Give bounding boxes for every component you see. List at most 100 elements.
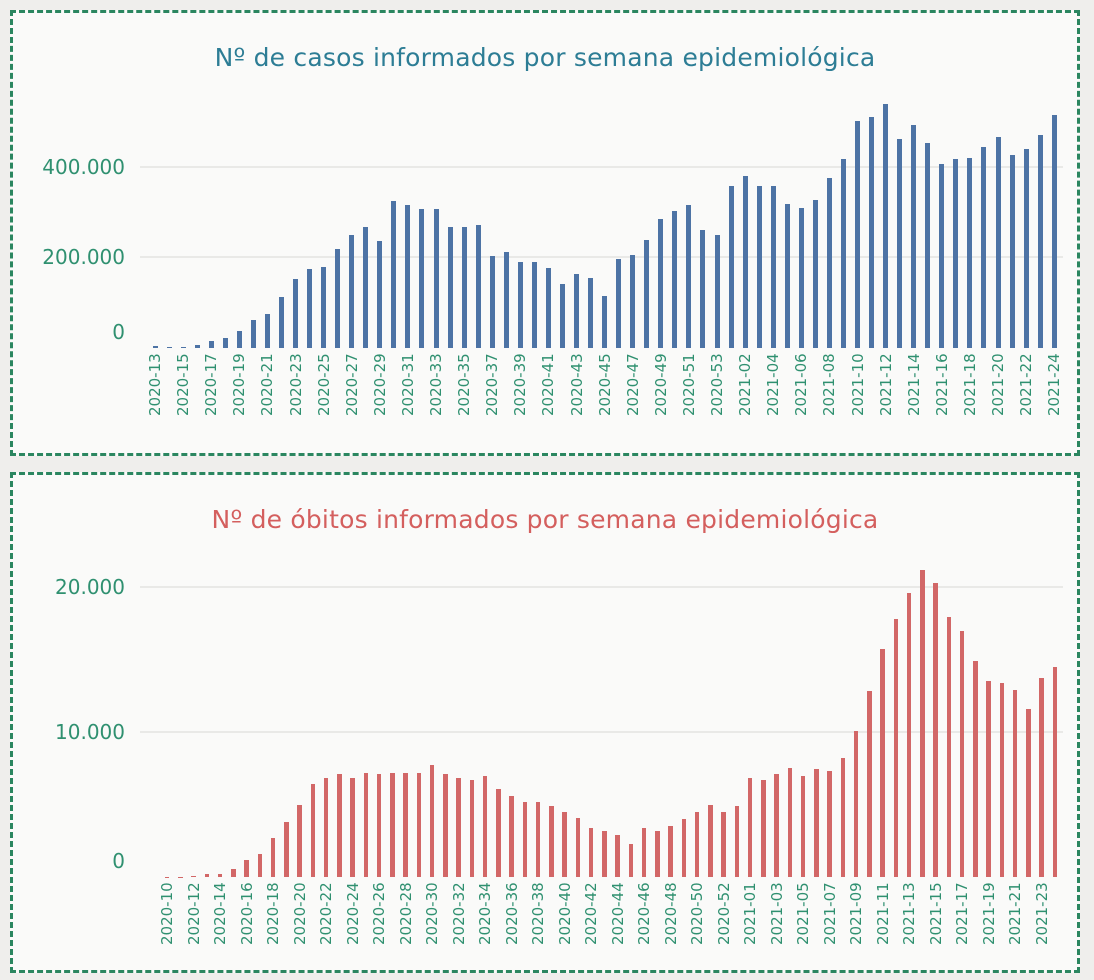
x-tick-label: 2021-23 bbox=[1032, 882, 1051, 945]
bar bbox=[456, 778, 461, 877]
bar bbox=[1026, 708, 1031, 877]
x-tick-label: 2020-19 bbox=[230, 353, 249, 416]
x-tick-label: 2021-08 bbox=[820, 353, 839, 416]
bar bbox=[658, 218, 664, 348]
bar bbox=[416, 772, 421, 877]
x-tick-label: 2020-13 bbox=[146, 353, 164, 416]
bar bbox=[911, 124, 917, 348]
bar bbox=[774, 774, 779, 877]
x-tick-label: 2021-21 bbox=[1006, 882, 1024, 945]
x-tick-label: 2020-47 bbox=[623, 353, 642, 416]
bar bbox=[166, 347, 172, 348]
bar bbox=[433, 208, 439, 348]
bar bbox=[391, 201, 397, 348]
y-tick-label: 10.000 bbox=[55, 720, 125, 744]
bar bbox=[461, 227, 467, 348]
x-tick-label: 2021-24 bbox=[1045, 353, 1064, 416]
x-tick-label: 2020-30 bbox=[423, 882, 441, 945]
bar bbox=[959, 630, 965, 877]
bar bbox=[668, 826, 673, 877]
x-tick-label: 2020-41 bbox=[539, 353, 558, 416]
bar bbox=[742, 176, 748, 348]
x-tick-label: 2020-37 bbox=[483, 353, 502, 416]
x-tick-label: 2021-07 bbox=[820, 882, 839, 945]
bar bbox=[855, 120, 860, 348]
bar bbox=[761, 779, 766, 877]
bar bbox=[545, 267, 551, 348]
bar bbox=[321, 266, 327, 348]
bar bbox=[681, 819, 686, 877]
bar bbox=[1052, 666, 1057, 877]
bar bbox=[1051, 114, 1057, 348]
bar bbox=[999, 682, 1004, 877]
bar bbox=[217, 873, 223, 877]
bar bbox=[1023, 149, 1029, 348]
x-tick-label: 2021-10 bbox=[848, 353, 867, 416]
bar bbox=[853, 730, 859, 877]
x-tick-label: 2020-39 bbox=[511, 353, 530, 416]
bar bbox=[278, 296, 284, 348]
bar bbox=[967, 157, 973, 348]
bar bbox=[575, 817, 580, 877]
bar bbox=[906, 592, 912, 877]
bar bbox=[350, 778, 355, 877]
bar bbox=[588, 827, 594, 877]
bar bbox=[390, 772, 395, 877]
bar bbox=[264, 313, 270, 348]
x-tick-label: 2021-06 bbox=[792, 353, 811, 416]
bar bbox=[827, 771, 832, 877]
bar bbox=[574, 273, 579, 348]
obitos-chart-title: Nº de óbitos informados por semana epide… bbox=[211, 505, 879, 534]
bar bbox=[191, 876, 196, 877]
x-tick-label: 2021-14 bbox=[904, 353, 923, 416]
bar bbox=[257, 853, 262, 877]
bar bbox=[503, 251, 509, 348]
x-tick-label: 2020-10 bbox=[158, 882, 176, 945]
bar bbox=[602, 296, 608, 348]
bar bbox=[946, 617, 951, 877]
bar bbox=[1009, 155, 1015, 348]
bar bbox=[812, 199, 818, 348]
x-tick-label: 2020-14 bbox=[211, 882, 229, 945]
bar bbox=[721, 811, 726, 877]
x-tick-label: 2020-35 bbox=[455, 353, 474, 416]
bar bbox=[443, 774, 448, 877]
x-tick-label: 2020-51 bbox=[679, 353, 698, 416]
bar bbox=[840, 158, 846, 348]
bar bbox=[208, 341, 214, 348]
x-tick-label: 2020-53 bbox=[708, 353, 726, 416]
bar bbox=[531, 262, 537, 348]
bar bbox=[204, 874, 209, 877]
bar bbox=[628, 843, 633, 877]
x-tick-label: 2020-25 bbox=[314, 353, 333, 416]
bar bbox=[1012, 689, 1018, 877]
bar bbox=[880, 649, 885, 877]
gridline bbox=[140, 586, 1063, 588]
x-tick-label: 2020-31 bbox=[398, 353, 417, 416]
bar bbox=[152, 346, 158, 348]
bar bbox=[867, 691, 872, 877]
bar bbox=[672, 210, 678, 348]
bar bbox=[377, 241, 383, 348]
bar bbox=[826, 177, 832, 348]
obitos-chart-panel: Nº de óbitos informados por semana epide… bbox=[10, 472, 1080, 973]
x-tick-label: 2021-22 bbox=[1017, 353, 1036, 416]
bar bbox=[307, 269, 313, 348]
bar bbox=[509, 795, 514, 877]
bar bbox=[349, 234, 355, 348]
bar bbox=[655, 830, 660, 877]
y-tick-label: 400.000 bbox=[42, 154, 125, 179]
bar bbox=[953, 158, 959, 348]
bar bbox=[602, 830, 607, 877]
bar bbox=[403, 773, 408, 877]
bar bbox=[335, 249, 341, 348]
bar bbox=[522, 801, 527, 877]
y-tick-label: 0 bbox=[112, 320, 125, 344]
bar bbox=[694, 811, 700, 877]
x-tick-label: 2020-15 bbox=[174, 353, 193, 416]
bar bbox=[747, 778, 753, 877]
bar bbox=[376, 774, 382, 877]
bar bbox=[429, 765, 435, 877]
bar bbox=[337, 774, 342, 877]
x-tick-label: 2020-38 bbox=[529, 882, 547, 945]
